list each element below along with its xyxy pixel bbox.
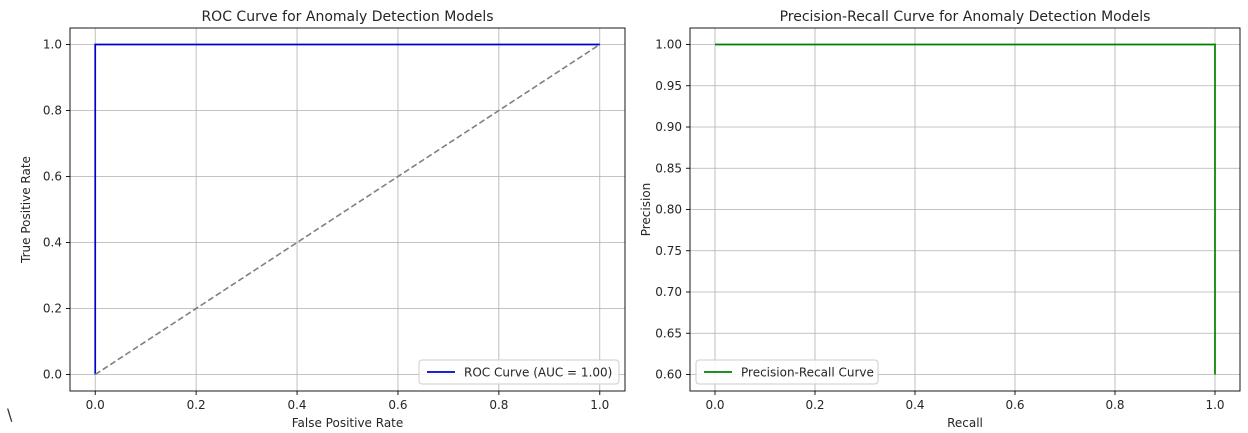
y-tick-label: 0.80 [655, 203, 682, 217]
y-tick-label: 0.85 [655, 161, 682, 175]
x-tick-label: 0.2 [805, 398, 824, 412]
legend-label: ROC Curve (AUC = 1.00) [464, 366, 612, 380]
legend-label: Precision-Recall Curve [741, 366, 874, 380]
y-axis-label: True Positive Rate [19, 156, 33, 264]
chart-1: 0.0 0.2 0.4 0.6 0.8 1.0 0.0 0.2 0.4 0.6 0.8 1.0 ROC … [19, 9, 626, 430]
reference-diagonal-line [94, 43, 601, 376]
y-tick-label: 0.4 [43, 236, 62, 250]
legend-box [418, 359, 620, 385]
x-tick-label: 0.0 [86, 398, 105, 412]
y-tick-label: 0.75 [655, 244, 682, 258]
y-tick-label: 0.90 [655, 120, 682, 134]
chart-title: ROC Curve for Anomaly Detection Models [201, 9, 493, 25]
y-tick-label: 0.95 [655, 79, 682, 93]
x-tick-label: 1.0 [590, 398, 609, 412]
legend: ROC Curve (AUC = 1.00) [418, 359, 620, 385]
y-tick-label: 0.0 [43, 368, 62, 382]
y-tick-label: 1.0 [43, 38, 62, 52]
y-tick-label: 0.60 [655, 368, 682, 382]
y-tick-label: 0.6 [43, 170, 62, 184]
x-tick-label: 0.0 [705, 398, 724, 412]
x-axis-label: False Positive Rate [292, 416, 404, 430]
y-tick-label: 1.00 [655, 38, 682, 52]
y-tick-label: 0.65 [655, 326, 682, 340]
chart-2: 0.0 0.2 0.4 0.6 0.8 1.0 0.60 0.65 0.70 0.75 0.80 0.… [639, 9, 1241, 430]
chart-title: Precision-Recall Curve for Anomaly Detec… [780, 9, 1151, 25]
series-line [715, 43, 1216, 375]
legend: Precision-Recall Curve [695, 359, 879, 385]
x-tick-label: 0.8 [489, 398, 508, 412]
x-axis-label: Recall [947, 416, 983, 430]
series-line [94, 43, 600, 375]
x-tick-label: 0.4 [287, 398, 306, 412]
y-axis-label: Precision [639, 183, 653, 237]
plot-frame [69, 27, 626, 392]
x-tick-label: 0.8 [1105, 398, 1124, 412]
x-tick-label: 0.6 [388, 398, 407, 412]
legend-box [695, 359, 879, 385]
y-tick-label: 0.8 [43, 104, 62, 118]
x-tick-label: 0.4 [905, 398, 924, 412]
y-tick-label: 0.70 [655, 285, 682, 299]
x-tick-label: 0.6 [1005, 398, 1024, 412]
y-tick-label: 0.2 [43, 302, 62, 316]
stray-backslash-mark: \ [7, 405, 13, 424]
x-tick-label: 0.2 [187, 398, 206, 412]
x-tick-label: 1.0 [1205, 398, 1224, 412]
